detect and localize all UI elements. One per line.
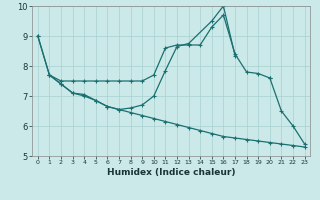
X-axis label: Humidex (Indice chaleur): Humidex (Indice chaleur) (107, 168, 236, 177)
